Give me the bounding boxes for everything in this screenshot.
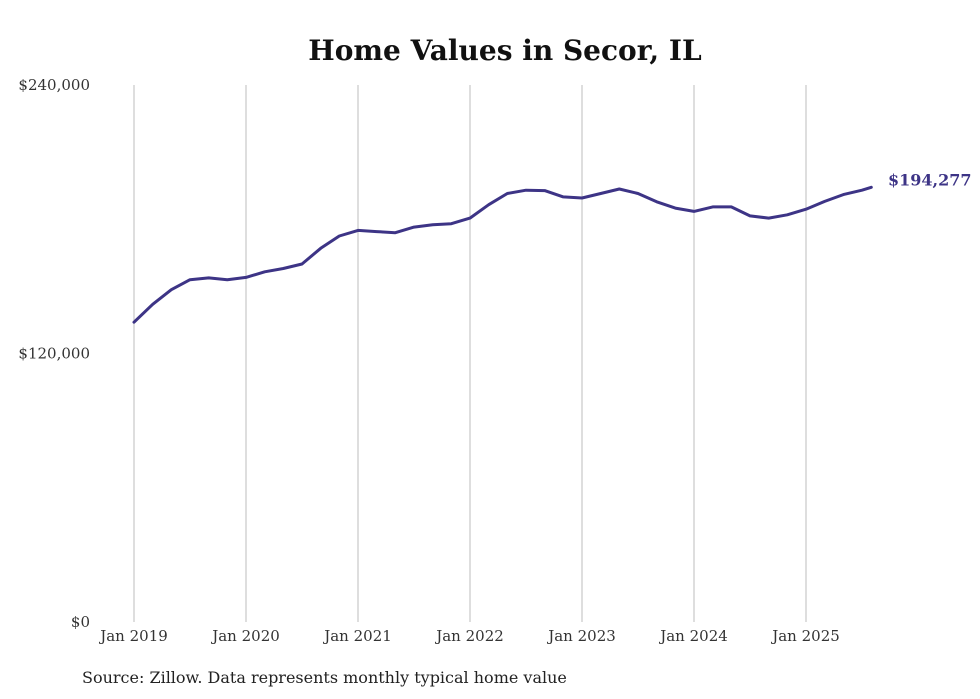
series-group (132, 185, 873, 324)
chart-title: Home Values in Secor, IL (308, 34, 702, 67)
x-tick-label-5: Jan 2023 (546, 627, 616, 645)
series-line-1 (132, 185, 873, 324)
x-tick-label-7: Jan 2025 (770, 627, 840, 645)
x-axis-ticks: Jan 2019 Jan 2020 Jan 2021 Jan 2022 Jan 2023… (98, 627, 840, 645)
y-axis-ticks: $0 $120,000 $240,000 (18, 76, 90, 631)
source-note: Source: Zillow. Data represents monthly … (82, 668, 567, 687)
x-tick-label-6: Jan 2024 (658, 627, 728, 645)
x-tick-label-2: Jan 2020 (210, 627, 280, 645)
x-tick-label-1: Jan 2019 (98, 627, 168, 645)
line-chart: Home Values in Secor, IL $0 $120,000 $240,… (18, 34, 972, 645)
grid-lines (133, 85, 807, 622)
x-tick-label-4: Jan 2022 (434, 627, 504, 645)
y-tick-label-2: $120,000 (18, 345, 90, 363)
x-tick-label-3: Jan 2021 (322, 627, 392, 645)
y-tick-label-3: $240,000 (18, 76, 90, 94)
y-tick-label-1: $0 (71, 613, 90, 631)
end-value-label: $194,277 (888, 170, 972, 189)
